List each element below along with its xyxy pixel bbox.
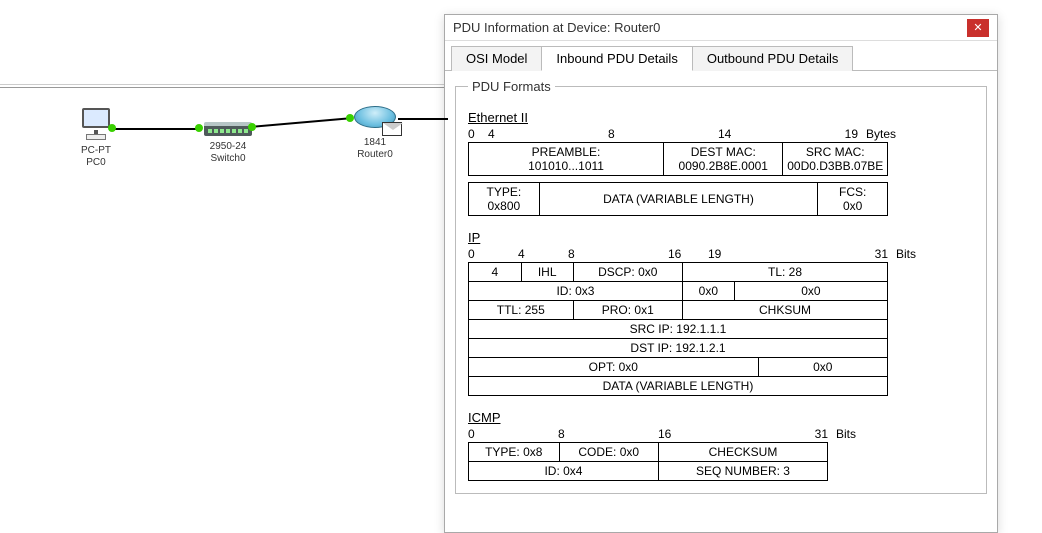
tab-strip: OSI Model Inbound PDU Details Outbound P…: [445, 41, 997, 71]
proto-field: DATA (VARIABLE LENGTH): [469, 377, 887, 395]
ruler-ethernet: 0 4 8 14 19 Bytes: [468, 127, 928, 141]
ip-table: 4IHLDSCP: 0x0TL: 28ID: 0x30x00x0TTL: 255…: [468, 262, 888, 396]
link-endpoint: [108, 124, 116, 132]
proto-field: SEQ NUMBER: 3: [658, 462, 827, 480]
router-icon: [354, 100, 396, 134]
tab-osi-model[interactable]: OSI Model: [451, 46, 542, 71]
tab-outbound-pdu[interactable]: Outbound PDU Details: [692, 46, 854, 71]
window-titlebar[interactable]: PDU Information at Device: Router0 ✕: [445, 15, 997, 41]
ruler-icmp: 0 8 16 31 Bits: [468, 427, 878, 441]
node-label: 2950-24: [198, 141, 258, 153]
ruler-ip: 0 4 8 16 19 31 Bits: [468, 247, 938, 261]
proto-field: TYPE: 0x8: [469, 443, 559, 461]
node-label: Router0: [346, 149, 404, 161]
proto-field: TTL: 255: [469, 301, 573, 319]
proto-field: PRO: 0x1: [573, 301, 682, 319]
proto-field: ID: 0x3: [469, 282, 682, 300]
proto-field: CODE: 0x0: [559, 443, 658, 461]
proto-field: IHL: [521, 263, 573, 281]
proto-field: 0x0: [734, 282, 887, 300]
node-label: Switch0: [198, 153, 258, 165]
link-line: [398, 118, 448, 120]
window-title: PDU Information at Device: Router0: [453, 20, 660, 35]
proto-field: DSCP: 0x0: [573, 263, 682, 281]
tab-content: PDU Formats Ethernet II 0 4 8 14 19 Byte…: [445, 71, 997, 532]
proto-field: CHECKSUM: [658, 443, 827, 461]
proto-field: OPT: 0x0: [469, 358, 758, 376]
proto-field: TL: 28: [682, 263, 887, 281]
proto-field: SRC MAC:00D0.D3BB.07BE: [782, 143, 887, 175]
ethernet-row1: PREAMBLE:101010...1011DEST MAC:0090.2B8E…: [468, 142, 888, 176]
proto-field: 4: [469, 263, 521, 281]
proto-field: ID: 0x4: [469, 462, 658, 480]
section-title-ethernet: Ethernet II: [468, 110, 974, 125]
proto-field: FCS:0x0: [817, 183, 887, 215]
pdu-envelope-icon: [382, 122, 402, 136]
link-line: [250, 117, 352, 128]
link-endpoint: [195, 124, 203, 132]
section-title-ip: IP: [468, 230, 974, 245]
tab-inbound-pdu[interactable]: Inbound PDU Details: [541, 46, 692, 71]
node-label: PC0: [70, 157, 122, 169]
canvas-divider: [0, 84, 450, 88]
link-endpoint: [248, 123, 256, 131]
proto-field: DEST MAC:0090.2B8E.0001: [663, 143, 782, 175]
node-label: 1841: [346, 137, 404, 149]
proto-field: CHKSUM: [682, 301, 887, 319]
group-legend: PDU Formats: [468, 79, 555, 94]
node-router0[interactable]: 1841 Router0: [346, 100, 404, 161]
ethernet-row2: TYPE:0x800DATA (VARIABLE LENGTH)FCS:0x0: [468, 182, 888, 216]
node-pc0[interactable]: PC-PT PC0: [70, 108, 122, 169]
proto-field: 0x0: [682, 282, 734, 300]
pdu-formats-group: PDU Formats Ethernet II 0 4 8 14 19 Byte…: [455, 79, 987, 494]
proto-field: PREAMBLE:101010...1011: [469, 143, 663, 175]
section-title-icmp: ICMP: [468, 410, 974, 425]
icmp-table: TYPE: 0x8CODE: 0x0CHECKSUMID: 0x4SEQ NUM…: [468, 442, 828, 481]
switch-icon: [204, 116, 252, 138]
proto-field: DATA (VARIABLE LENGTH): [539, 183, 818, 215]
pdu-info-window: PDU Information at Device: Router0 ✕ OSI…: [444, 14, 998, 533]
link-line: [110, 128, 200, 130]
proto-field: SRC IP: 192.1.1.1: [469, 320, 887, 338]
proto-field: 0x0: [758, 358, 887, 376]
proto-field: DST IP: 192.1.2.1: [469, 339, 887, 357]
close-button[interactable]: ✕: [967, 19, 989, 37]
link-endpoint: [346, 114, 354, 122]
proto-field: TYPE:0x800: [469, 183, 539, 215]
node-label: PC-PT: [70, 145, 122, 157]
